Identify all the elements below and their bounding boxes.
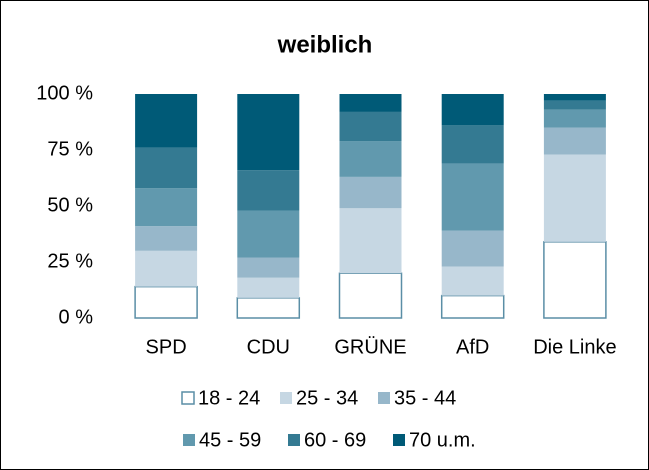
legend-swatch	[280, 392, 292, 404]
bar-segment	[543, 241, 607, 319]
bar-segment	[339, 176, 402, 209]
y-tick-label: 50 %	[47, 194, 93, 216]
legend-swatch	[288, 434, 300, 446]
bar-segment	[441, 94, 504, 126]
bar-segment	[543, 154, 606, 242]
bar-segment	[339, 94, 402, 112]
legend-label: 70 u.m.	[409, 429, 476, 451]
bar-segment	[135, 147, 198, 189]
x-tick-label: SPD	[146, 336, 187, 358]
bar-segment	[441, 163, 504, 231]
bar-segment	[543, 109, 606, 128]
legend-swatch	[183, 434, 195, 446]
legend-label: 60 - 69	[304, 429, 366, 451]
bar-segment	[236, 297, 301, 319]
bar-segment	[237, 277, 300, 298]
y-tick-label: 25 %	[47, 250, 93, 272]
bar-segment	[440, 294, 505, 319]
legend-label: 18 - 24	[198, 387, 260, 409]
bar-segment	[339, 141, 402, 177]
x-tick-label: CDU	[247, 336, 290, 358]
chart-title: weiblich	[277, 31, 373, 58]
bar-segment	[543, 94, 606, 101]
x-tick-label: Die Linke	[533, 336, 616, 358]
bar-segment	[135, 226, 198, 251]
bar-segment	[237, 210, 300, 258]
bar-segment	[237, 94, 300, 171]
bar-segment	[339, 208, 402, 274]
bar-segment	[339, 111, 402, 142]
bar-segment	[441, 266, 504, 296]
legend-label: 45 - 59	[199, 429, 261, 451]
legend-swatch	[378, 392, 390, 404]
bar-segment	[237, 170, 300, 211]
bar-segment	[338, 272, 403, 319]
legend-label: 25 - 34	[296, 387, 358, 409]
bar-segment	[135, 188, 198, 227]
y-tick-label: 0 %	[59, 306, 94, 328]
bar-segment	[237, 257, 300, 278]
bar-segment	[543, 127, 606, 155]
x-tick-label: AfD	[456, 336, 489, 358]
bar-segment	[441, 230, 504, 267]
y-tick-label: 100 %	[36, 82, 93, 104]
bar-segment	[543, 100, 606, 110]
x-tick-label: GRÜNE	[334, 336, 406, 358]
y-tick-label: 75 %	[47, 138, 93, 160]
bar-segment	[135, 250, 198, 287]
legend-swatch	[181, 391, 195, 405]
bar-segment	[135, 94, 198, 148]
legend-label: 35 - 44	[394, 387, 456, 409]
legend-swatch	[393, 434, 405, 446]
bar-segment	[134, 285, 198, 319]
bar-segment	[441, 125, 504, 164]
